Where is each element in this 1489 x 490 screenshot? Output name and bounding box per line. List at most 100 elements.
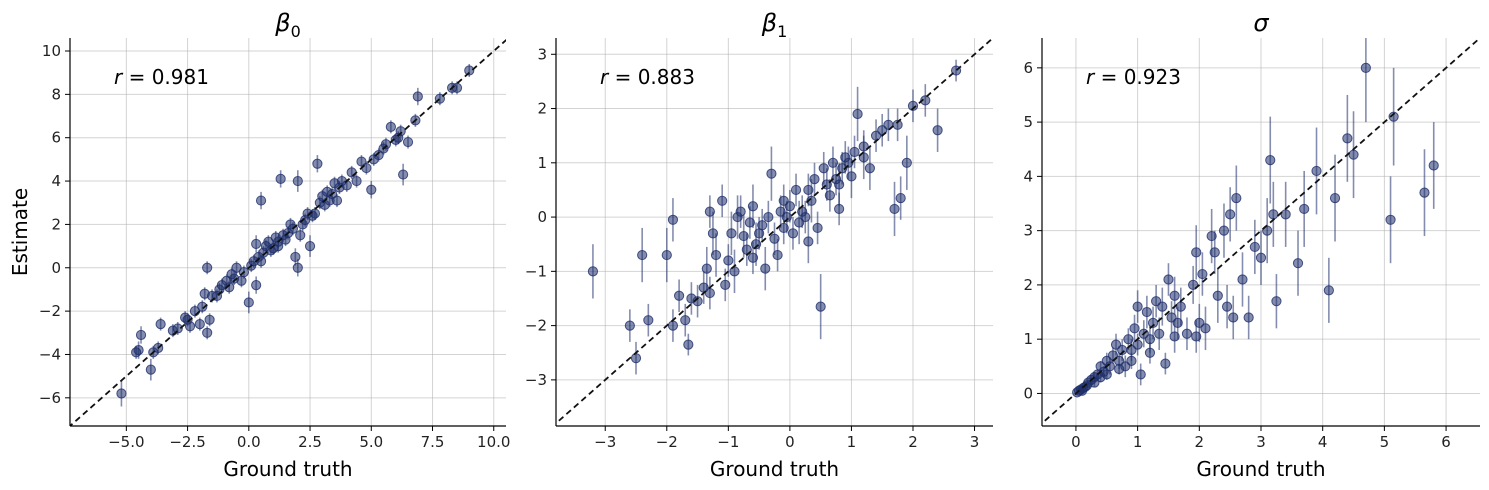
correlation-annotation: r = 0.923 [1086,65,1181,89]
data-point [1144,347,1156,358]
data-point [145,364,156,375]
data-point [135,329,147,341]
data-point [1132,301,1143,312]
data-point [292,262,303,273]
data-point [224,282,235,293]
y-tick-label: 3 [537,45,547,63]
y-tick-label: 0 [1023,384,1033,402]
data-point [451,82,463,93]
y-tick-label: 1 [537,154,547,172]
data-point [1221,301,1233,312]
panel-title: β1 [761,9,788,41]
x-tick-label: −1 [717,433,739,451]
data-point [673,290,685,301]
data-point [1200,323,1211,334]
data-point [643,315,654,326]
data-point [763,211,774,223]
data-point [292,175,303,187]
data-point [1114,363,1125,375]
data-point [1135,369,1146,380]
data-point [778,195,789,206]
data-point [680,315,691,326]
y-tick-label: −1 [525,262,547,280]
x-tick-label: 4 [1318,433,1328,451]
data-point [1348,149,1359,160]
data-point [932,125,943,136]
data-point [892,119,903,130]
data-point [346,167,357,178]
data-point [1388,111,1399,122]
data-point [1268,209,1279,220]
y-tick-label: −2 [39,302,61,320]
data-point [772,249,783,261]
x-tick-label: 7.5 [421,433,445,451]
data-point [197,301,208,312]
x-tick-label: 2.5 [298,433,322,451]
data-point [1243,312,1254,323]
correlation-symbol: r [1086,65,1096,89]
y-tick-label: 10 [42,42,61,60]
x-axis-label: Ground truth [223,457,352,481]
data-point [1132,339,1143,350]
data-point [1299,203,1310,215]
x-tick-label: −5.0 [108,433,144,451]
x-axis-label: Ground truth [1196,457,1325,481]
data-point [1154,328,1165,339]
data-point [312,158,323,169]
data-point [701,263,712,274]
data-point [667,214,679,225]
data-point [398,169,409,180]
data-point [809,173,820,185]
data-point [720,279,731,291]
data-point [275,173,286,184]
data-points [116,64,475,407]
data-point [361,162,372,174]
data-point [815,301,826,312]
panel-sigma: 0 1 2 3 4 5 6 0 1 2 3 4 5 6 σ r = 0.923 Ground truth [1023,9,1480,481]
data-point [624,320,635,331]
y-tick-label: 6 [51,129,61,147]
data-point [747,252,759,263]
data-point [1141,306,1152,318]
correlation-annotation: r = 0.981 [114,65,209,89]
data-point [846,171,857,182]
data-point [251,238,262,250]
correlation-value: = 0.923 [1094,65,1181,89]
data-point [366,184,377,195]
data-point [895,192,906,204]
data-point [1126,355,1137,366]
data-point [692,296,703,307]
data-point [1175,301,1186,312]
data-point [849,146,860,158]
data-point [766,168,777,179]
data-point [1157,301,1168,312]
data-point [385,121,396,132]
data-point [204,314,215,325]
x-tick-label: 3 [970,433,980,451]
data-point [920,95,931,106]
data-point [1237,274,1248,285]
data-point [231,262,242,273]
data-point [1169,290,1180,301]
data-point [1323,285,1334,296]
data-point [331,195,343,206]
data-point [1292,258,1304,269]
title-symbol: β [274,9,290,37]
data-point [155,319,166,330]
x-axis-label: Ground truth [710,457,839,481]
y-tick-label: 2 [51,215,61,233]
data-point [133,345,144,356]
data-point [864,163,876,174]
data-point [803,236,814,247]
data-points [1072,38,1439,398]
data-point [464,65,475,76]
x-tick-label: 3 [1256,433,1266,451]
data-point [1163,274,1174,285]
data-point [1385,214,1396,225]
data-point [1265,154,1276,166]
identity-line [1042,38,1480,425]
data-point [243,297,254,308]
y-tick-label: 2 [537,100,547,118]
data-point [726,228,737,239]
